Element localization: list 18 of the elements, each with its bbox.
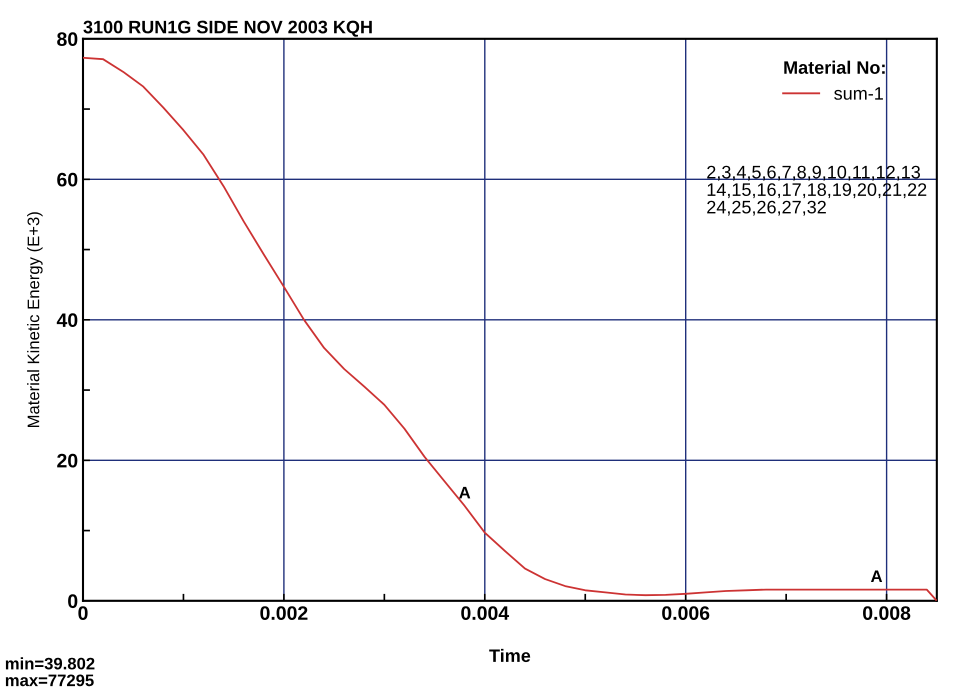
text: min=39.802 max=77295	[6, 657, 94, 686]
x-tick-label: 0.008	[863, 606, 910, 620]
y-tick-label: 80	[57, 32, 78, 46]
y-tick-label: 20	[57, 454, 78, 468]
legend-label: sum-1	[834, 87, 883, 100]
chart-title: 3100 RUN1G SIDE NOV 2003 KQH	[83, 20, 372, 37]
annotation: A	[459, 486, 470, 498]
y-tick-label: 0	[68, 594, 78, 608]
legend-title: Material No:	[784, 60, 885, 74]
y-axis-title: Material Kinetic Energy (E+3)	[27, 212, 43, 428]
y-tick-label: 60	[57, 172, 78, 187]
annotation: A	[870, 570, 882, 582]
x-tick-label: 0	[78, 606, 88, 620]
x-axis-title: Time	[489, 648, 530, 662]
y-tick-label: 40	[56, 313, 78, 328]
x-tick-label: 0.006	[662, 606, 710, 620]
x-tick-label: 0.004	[461, 606, 510, 620]
x-tick-label: 0.002	[260, 606, 308, 620]
